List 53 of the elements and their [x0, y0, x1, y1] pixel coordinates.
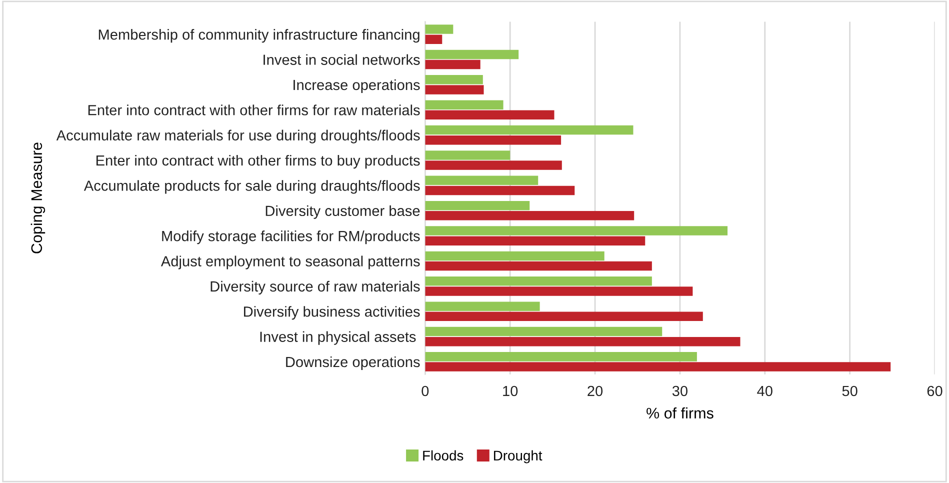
bar	[425, 34, 442, 44]
legend-label: Drought	[494, 450, 542, 464]
bar	[425, 176, 538, 186]
bar	[425, 125, 634, 135]
x-tick-label: 50	[842, 386, 858, 396]
bar	[425, 100, 504, 110]
bar	[425, 150, 510, 160]
bar	[425, 24, 454, 34]
bar	[425, 60, 480, 70]
bar	[425, 312, 703, 322]
bar	[425, 226, 728, 236]
bar	[425, 362, 891, 372]
bar	[425, 50, 519, 60]
legend-label: Floods	[423, 450, 464, 461]
x-tick-label: 10	[503, 386, 518, 396]
x-tick-label: 0	[422, 386, 429, 396]
bar	[425, 352, 697, 362]
bar	[425, 261, 652, 271]
x-axis-title: % of firms	[646, 407, 714, 419]
x-tick-label: 30	[672, 386, 688, 396]
y-tick-label: Downsize operations	[286, 356, 420, 370]
bar	[425, 236, 646, 246]
bar	[425, 286, 693, 296]
bar	[425, 75, 483, 84]
y-tick-label: Adjust employment to seasonal patterns	[160, 256, 420, 270]
bar	[425, 200, 530, 210]
bar	[425, 326, 662, 336]
x-tick-label: 20	[588, 386, 603, 396]
y-tick-label: Diversity source of raw materials	[210, 280, 420, 294]
bar	[425, 186, 575, 196]
bar	[425, 336, 740, 346]
bar	[425, 85, 484, 94]
y-tick-label: Diversify business activities	[244, 306, 420, 320]
bar	[425, 135, 562, 145]
x-tick-label: 60	[927, 386, 942, 396]
bar	[425, 251, 604, 261]
y-tick-label: Diversity customer base	[266, 205, 420, 219]
y-tick-label: Increase operations	[294, 79, 420, 94]
bar	[425, 276, 652, 286]
bar	[425, 110, 554, 120]
y-axis-title: Coping Measure	[30, 142, 46, 254]
bar	[425, 160, 562, 170]
y-tick-label: Membership of community infrastructure financing	[98, 29, 420, 43]
x-tick-label: 40	[757, 386, 772, 396]
y-tick-label: Modify storage facilities for RM/products	[162, 230, 420, 244]
y-tick-label: Invest in physical assets	[260, 331, 416, 345]
y-tick-label: Enter into contract with other firms to buy products	[96, 154, 420, 169]
y-tick-label: Invest in social networks	[264, 54, 420, 65]
y-tick-label: Accumulate raw materials for use during droughts/floods	[56, 130, 420, 144]
y-tick-label: Accumulate products for sale during draughts/floods	[84, 180, 420, 194]
y-tick-label: Enter into contract with other firms for raw materials	[88, 104, 420, 116]
bar	[425, 302, 540, 311]
bar	[425, 211, 634, 220]
